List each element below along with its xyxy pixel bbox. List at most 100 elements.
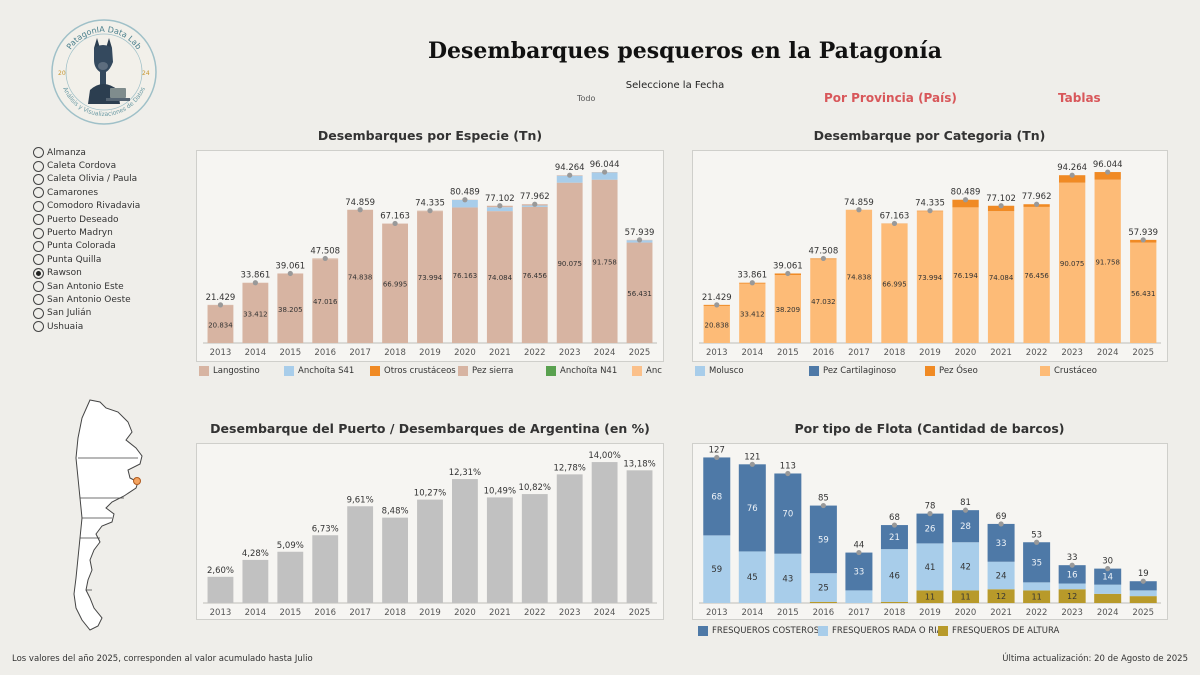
bar-fresqueros-rada[interactable]	[880, 549, 908, 602]
port-option[interactable]: Rawson	[33, 267, 140, 280]
bar-langostino[interactable]	[521, 206, 548, 343]
port-option[interactable]: Puerto Deseado	[33, 213, 140, 226]
bar-fresqueros-rada[interactable]	[987, 561, 1015, 590]
radio-icon[interactable]	[33, 254, 44, 266]
bar-fresqueros-costeros[interactable]	[1058, 565, 1086, 584]
port-option[interactable]: Ushuaia	[33, 320, 140, 333]
bar-fresqueros-costeros[interactable]	[880, 525, 908, 550]
port-option[interactable]: San Julián	[33, 307, 140, 320]
bar-porcentaje[interactable]	[452, 479, 478, 603]
bar-anchoita-s41[interactable]	[486, 207, 513, 212]
radio-icon[interactable]	[33, 227, 44, 239]
bar-porcentaje[interactable]	[417, 499, 443, 603]
bar-fresqueros-rada[interactable]	[1094, 584, 1122, 594]
legend-item[interactable]: Otros crustáceos	[370, 366, 456, 376]
bar-fresqueros-costeros[interactable]	[809, 505, 837, 574]
bar-fresqueros-costeros[interactable]	[1023, 542, 1051, 583]
bar-fresqueros-altura[interactable]	[1094, 593, 1122, 603]
radio-icon[interactable]	[33, 173, 44, 185]
bar-crustaceo[interactable]	[845, 209, 873, 343]
bar-fresqueros-altura[interactable]	[1129, 596, 1157, 603]
bar-crustaceo[interactable]	[703, 305, 730, 343]
legend-item[interactable]: Anchoíta S41	[284, 366, 354, 376]
radio-icon[interactable]	[33, 307, 44, 319]
bar-porcentaje[interactable]	[347, 506, 374, 603]
bar-pez-oseo[interactable]	[952, 199, 979, 208]
radio-icon[interactable]	[33, 267, 44, 279]
bar-langostino[interactable]	[277, 274, 304, 343]
bar-langostino[interactable]	[207, 305, 234, 343]
bar-porcentaje[interactable]	[242, 559, 269, 603]
bar-anchoita-s41[interactable]	[556, 175, 583, 183]
radio-icon[interactable]	[33, 321, 44, 333]
bar-pez-oseo[interactable]	[1059, 175, 1086, 183]
radio-icon[interactable]	[33, 240, 44, 252]
port-option[interactable]: Puerto Madryn	[33, 226, 140, 239]
port-option[interactable]: Punta Quilla	[33, 253, 140, 266]
bar-langostino[interactable]	[452, 207, 478, 343]
bar-fresqueros-costeros[interactable]	[987, 523, 1015, 562]
bar-langostino[interactable]	[382, 223, 408, 343]
radio-icon[interactable]	[33, 160, 44, 172]
bar-langostino[interactable]	[591, 179, 618, 343]
port-option[interactable]: San Antonio Oeste	[33, 293, 140, 306]
radio-icon[interactable]	[33, 214, 44, 226]
bar-langostino[interactable]	[486, 211, 513, 343]
nav-tablas[interactable]: Tablas	[1058, 91, 1101, 105]
bar-fresqueros-costeros[interactable]	[774, 473, 802, 554]
radio-icon[interactable]	[33, 187, 44, 199]
bar-fresqueros-costeros[interactable]	[845, 552, 873, 591]
bar-crustaceo[interactable]	[739, 283, 766, 343]
bar-langostino[interactable]	[347, 209, 374, 343]
bar-pez-oseo[interactable]	[1094, 172, 1121, 180]
port-option[interactable]: Caleta Olivia / Paula	[33, 173, 140, 186]
bar-fresqueros-altura[interactable]	[1023, 590, 1051, 603]
legend-item[interactable]: FRESQUEROS COSTEROS	[698, 626, 819, 636]
legend-item[interactable]: Pez Óseo	[925, 366, 978, 376]
bar-anchoita-s41[interactable]	[591, 172, 618, 180]
nav-por-provincia[interactable]: Por Provincia (País)	[824, 91, 957, 105]
bar-fresqueros-rada[interactable]	[774, 553, 802, 603]
bar-porcentaje[interactable]	[486, 497, 513, 603]
bar-fresqueros-rada[interactable]	[916, 543, 944, 591]
bar-crustaceo[interactable]	[916, 211, 944, 343]
legend-item[interactable]: Anchoíta N41	[546, 366, 617, 376]
bar-crustaceo[interactable]	[952, 207, 979, 343]
bar-crustaceo[interactable]	[1023, 206, 1050, 343]
legend-item[interactable]: Molusco	[695, 366, 744, 376]
bar-porcentaje[interactable]	[591, 462, 618, 603]
bar-porcentaje[interactable]	[382, 517, 408, 603]
radio-icon[interactable]	[33, 200, 44, 212]
bar-anchoita-s41[interactable]	[452, 199, 478, 208]
port-option[interactable]: Camarones	[33, 186, 140, 199]
bar-porcentaje[interactable]	[626, 470, 653, 603]
legend-item[interactable]: FRESQUEROS DE ALTURA	[938, 626, 1059, 636]
legend-item[interactable]: Pez sierra	[458, 366, 513, 376]
bar-crustaceo[interactable]	[1094, 179, 1121, 343]
bar-fresqueros-altura[interactable]	[1058, 589, 1086, 603]
legend-item[interactable]: Langostino	[199, 366, 260, 376]
bar-fresqueros-altura[interactable]	[880, 601, 908, 603]
bar-fresqueros-rada[interactable]	[1058, 583, 1086, 590]
port-option[interactable]: Caleta Cordova	[33, 159, 140, 172]
bar-crustaceo[interactable]	[987, 211, 1015, 343]
bar-langostino[interactable]	[242, 283, 269, 343]
bar-crustaceo[interactable]	[881, 223, 908, 343]
bar-fresqueros-costeros[interactable]	[952, 510, 980, 543]
bar-fresqueros-costeros[interactable]	[1094, 568, 1122, 585]
radio-icon[interactable]	[33, 281, 44, 293]
port-option[interactable]: Comodoro Rivadavia	[33, 200, 140, 213]
legend-item[interactable]: Anch	[632, 366, 662, 376]
bar-fresqueros-rada[interactable]	[1129, 590, 1157, 597]
bar-fresqueros-costeros[interactable]	[1129, 581, 1157, 591]
bar-fresqueros-rada[interactable]	[845, 590, 873, 603]
bar-porcentaje[interactable]	[312, 535, 339, 603]
bar-fresqueros-rada[interactable]	[952, 542, 980, 591]
port-option[interactable]: Punta Colorada	[33, 240, 140, 253]
bar-fresqueros-altura[interactable]	[916, 590, 944, 603]
legend-item[interactable]: Crustáceo	[1040, 366, 1097, 376]
bar-langostino[interactable]	[417, 211, 443, 343]
bar-fresqueros-rada[interactable]	[703, 535, 731, 603]
bar-fresqueros-rada[interactable]	[738, 551, 766, 603]
legend-item[interactable]: FRESQUEROS RADA O RIA	[818, 626, 942, 636]
